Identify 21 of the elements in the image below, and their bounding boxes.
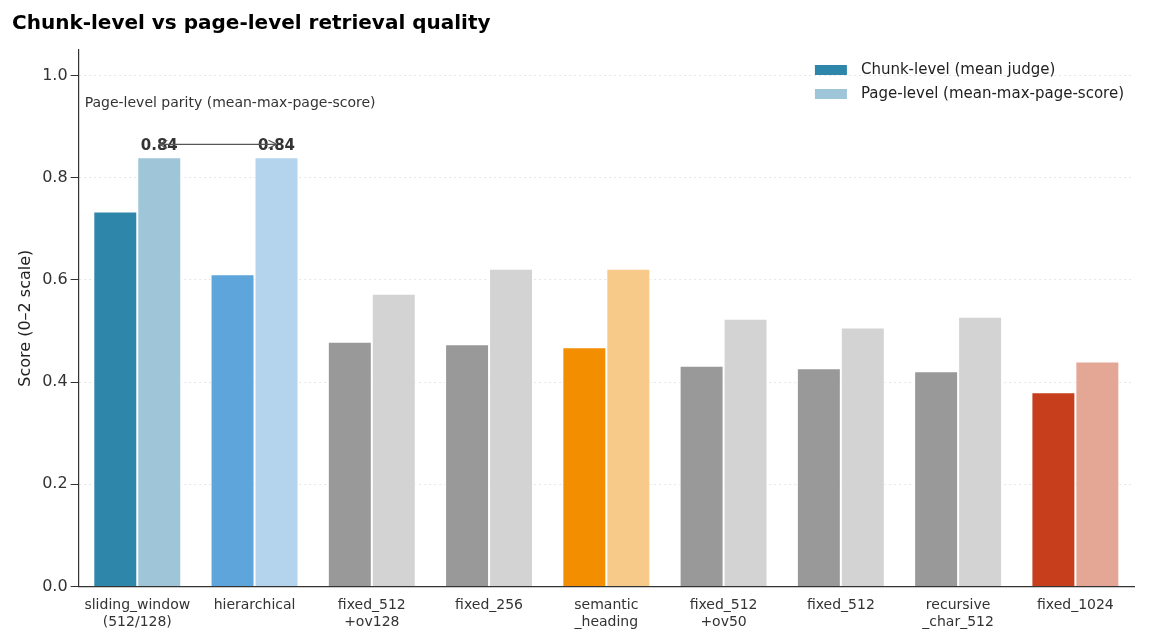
- y-tick-label: 0.0: [42, 575, 68, 595]
- x-tick-label: semantic _heading: [573, 596, 639, 630]
- x-tick-label: recursive _char_512: [921, 596, 994, 630]
- legend-label: Page-level (mean-max-page-score): [860, 83, 1124, 102]
- y-tick-label: 0.6: [42, 269, 68, 289]
- x-tick-label: sliding_window (512/128): [84, 596, 191, 630]
- data-label: 0.84: [258, 135, 296, 154]
- y-tick-label: 0.4: [42, 371, 68, 391]
- x-tick-label: fixed_512: [806, 596, 875, 613]
- y-axis-title: Score (0–2 scale): [14, 249, 34, 387]
- chart-title: Chunk-level vs page-level retrieval quality: [12, 10, 491, 35]
- x-tick-label: fixed_256: [455, 596, 524, 613]
- x-tick-label: fixed_512 +ov50: [689, 596, 758, 630]
- x-tick-label: fixed_512 +ov128: [337, 596, 406, 630]
- y-tick-label: 0.2: [42, 473, 68, 493]
- x-tick-label: hierarchical: [213, 596, 296, 613]
- legend-label: Chunk-level (mean judge): [860, 59, 1056, 78]
- y-tick-label: 1.0: [42, 64, 68, 84]
- annotation: Page-level parity (mean-max-page-score): [84, 94, 376, 111]
- x-tick-label: fixed_1024: [1036, 596, 1114, 613]
- y-tick-label: 0.8: [42, 166, 68, 186]
